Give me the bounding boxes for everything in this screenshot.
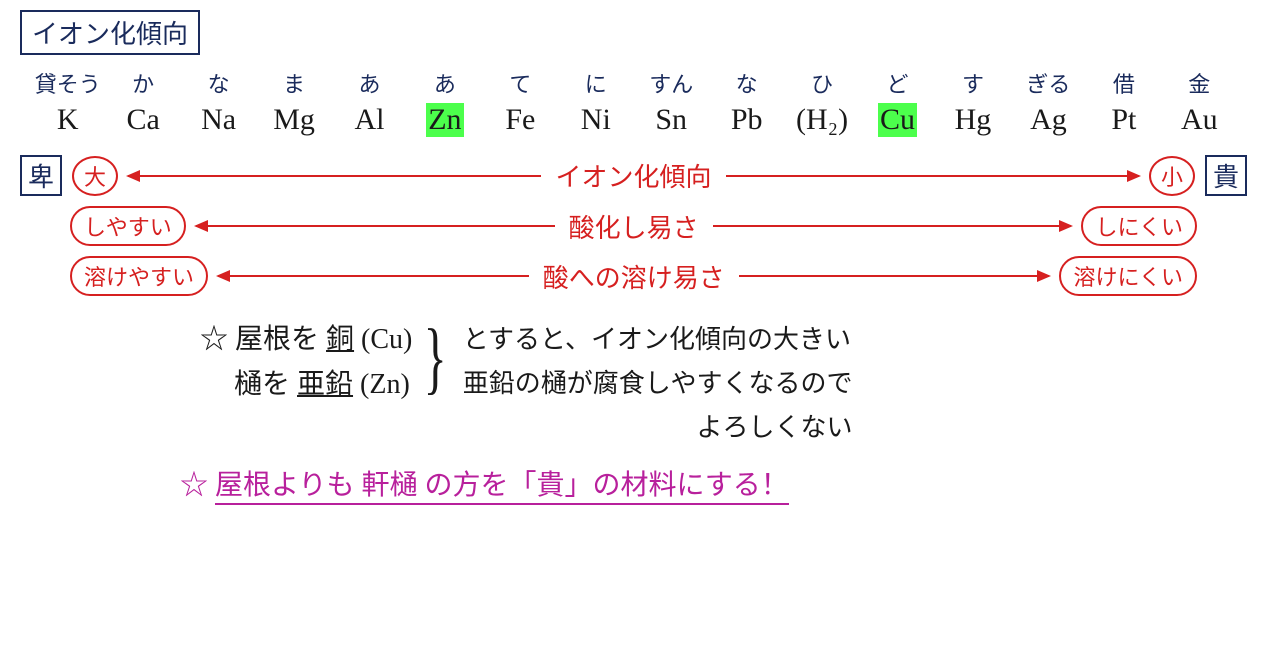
highlighted-element: Cu [878, 103, 917, 137]
mnemonic-cell: あ [332, 67, 407, 99]
element-cell: (H₂) [784, 103, 859, 137]
star-icon: ☆ [200, 324, 228, 355]
element-cell: Pb [709, 103, 784, 137]
row3-left-label: 溶けやすい [70, 256, 208, 296]
note-l2c: (Zn) [353, 369, 410, 400]
star-icon: ☆ [180, 470, 208, 501]
note-l1b: 銅 [326, 324, 354, 355]
element-cell: Mg [256, 103, 331, 137]
elements-row: KCaNaMgAl Zn FeNiSnPb(H₂) Cu HgAgPtAu [20, 103, 1247, 137]
mnemonic-cell: 貸そう [30, 67, 105, 99]
note-right: とすると、イオン化傾向の大きい 亜鉛の樋が腐食しやすくなるので よろしくない [463, 318, 853, 451]
mnemonic-cell: あ [407, 67, 482, 99]
note-r3: よろしくない [463, 406, 853, 450]
row1-left-label: 大 [72, 156, 118, 196]
row2-center-label: 酸化し易さ [555, 208, 713, 245]
element-cell: Ca [105, 103, 180, 137]
note-l2b: 亜鉛 [297, 369, 353, 400]
note-r2: 亜鉛の樋が腐食しやすくなるので [463, 362, 853, 406]
note-line-1: ☆ 屋根を 銅 (Cu) [200, 318, 412, 363]
mnemonic-cell: 借 [1086, 67, 1161, 99]
row1-center-label: イオン化傾向 [541, 157, 725, 194]
element-cell: Pt [1086, 103, 1161, 137]
left-box-label: 卑 [20, 155, 62, 196]
note-l1c: (Cu) [354, 324, 412, 355]
element-cell: Na [181, 103, 256, 137]
element-cell: Fe [483, 103, 558, 137]
title-box: イオン化傾向 [20, 10, 200, 55]
row3-arrow: 酸への溶け易さ [218, 258, 1049, 295]
right-box-label: 貴 [1205, 155, 1247, 196]
row3-right-label: 溶けにくい [1059, 256, 1197, 296]
mnemonic-cell: す [935, 67, 1010, 99]
row2-arrow: 酸化し易さ [196, 208, 1072, 245]
title-text: イオン化傾向 [32, 20, 188, 49]
element-cell: Au [1162, 103, 1237, 137]
mnemonic-cell: すん [634, 67, 709, 99]
mnemonic-cell: な [709, 67, 784, 99]
row2-right-label: しにくい [1081, 206, 1197, 246]
row1-right-label: 小 [1149, 156, 1195, 196]
mnemonic-cell: て [483, 67, 558, 99]
conclusion-text: 屋根よりも 軒樋 の方を「貴」の材料にする！ [215, 470, 789, 505]
element-cell: Hg [935, 103, 1010, 137]
mnemonic-row: 貸そうかなまああてにすんなひどすぎる借金 [20, 67, 1247, 99]
spectrum-row-3: 溶けやすい 酸への溶け易さ 溶けにくい [20, 256, 1247, 296]
mnemonic-cell: に [558, 67, 633, 99]
element-cell: Cu [860, 103, 935, 137]
spectrum-row-1: 卑 大 イオン化傾向 小 貴 [20, 155, 1247, 196]
mnemonic-cell: ま [256, 67, 331, 99]
element-cell: K [30, 103, 105, 137]
note-left: ☆ 屋根を 銅 (Cu) 樋を 亜鉛 (Zn) [200, 318, 412, 408]
mnemonic-cell: ぎる [1011, 67, 1086, 99]
mnemonic-cell: 金 [1162, 67, 1237, 99]
element-cell: Zn [407, 103, 482, 137]
mnemonic-cell: か [105, 67, 180, 99]
element-cell: Sn [634, 103, 709, 137]
conclusion: ☆ 屋根よりも 軒樋 の方を「貴」の材料にする！ [20, 463, 1247, 503]
note-l1a: 屋根を [235, 324, 326, 355]
element-cell: Ni [558, 103, 633, 137]
note-line-2: 樋を 亜鉛 (Zn) [200, 363, 412, 408]
row2-left-label: しやすい [70, 206, 186, 246]
note-block: ☆ 屋根を 銅 (Cu) 樋を 亜鉛 (Zn) } とすると、イオン化傾向の大き… [20, 318, 1247, 451]
note-l2a: 樋を [234, 369, 297, 400]
brace-icon: } [424, 318, 447, 398]
row3-center-label: 酸への溶け易さ [529, 258, 739, 295]
spectrum-block: 卑 大 イオン化傾向 小 貴 しやすい 酸化し易さ しにくい 溶けやすい 酸への… [20, 155, 1247, 296]
note-r1: とすると、イオン化傾向の大きい [463, 318, 853, 362]
mnemonic-cell: な [181, 67, 256, 99]
element-cell: Ag [1011, 103, 1086, 137]
mnemonic-cell: ど [860, 67, 935, 99]
spectrum-row-2: しやすい 酸化し易さ しにくい [20, 206, 1247, 246]
row1-arrow: イオン化傾向 [128, 157, 1139, 194]
highlighted-element: Zn [426, 103, 463, 137]
mnemonic-cell: ひ [784, 67, 859, 99]
element-cell: Al [332, 103, 407, 137]
